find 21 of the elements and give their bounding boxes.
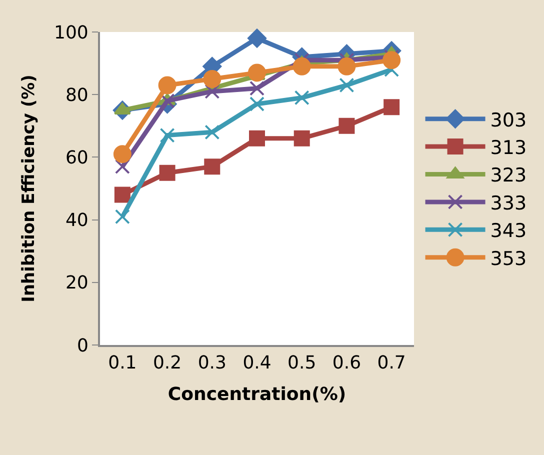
y-axis-title: Inhibition Efficiency (%): [19, 74, 40, 302]
legend-label: 303: [490, 109, 527, 132]
x-tick-label: 0.7: [377, 352, 406, 374]
x-axis-title: Concentration(%): [168, 384, 346, 406]
x-tick-label: 0.4: [242, 352, 272, 374]
legend-label: 323: [490, 164, 527, 187]
x-tick-label: 0.2: [152, 352, 182, 374]
legend-label: 333: [490, 192, 527, 214]
y-tick-label: 40: [65, 210, 88, 232]
x-tick-label: 0.1: [108, 352, 137, 374]
x-tick-label: 0.3: [198, 352, 226, 374]
x-tick-label: 0.6: [332, 352, 362, 374]
y-tick-label: 80: [65, 84, 88, 106]
x-tick-label: 0.5: [288, 352, 316, 374]
y-tick-label: 20: [65, 272, 88, 294]
legend-label: 353: [490, 248, 527, 270]
y-tick-label: 60: [65, 148, 88, 168]
legend-label: 313: [490, 136, 527, 159]
legend-label: 343: [490, 220, 527, 242]
y-tick-label: 0: [76, 335, 88, 356]
y-tick-label: 100: [54, 22, 88, 44]
